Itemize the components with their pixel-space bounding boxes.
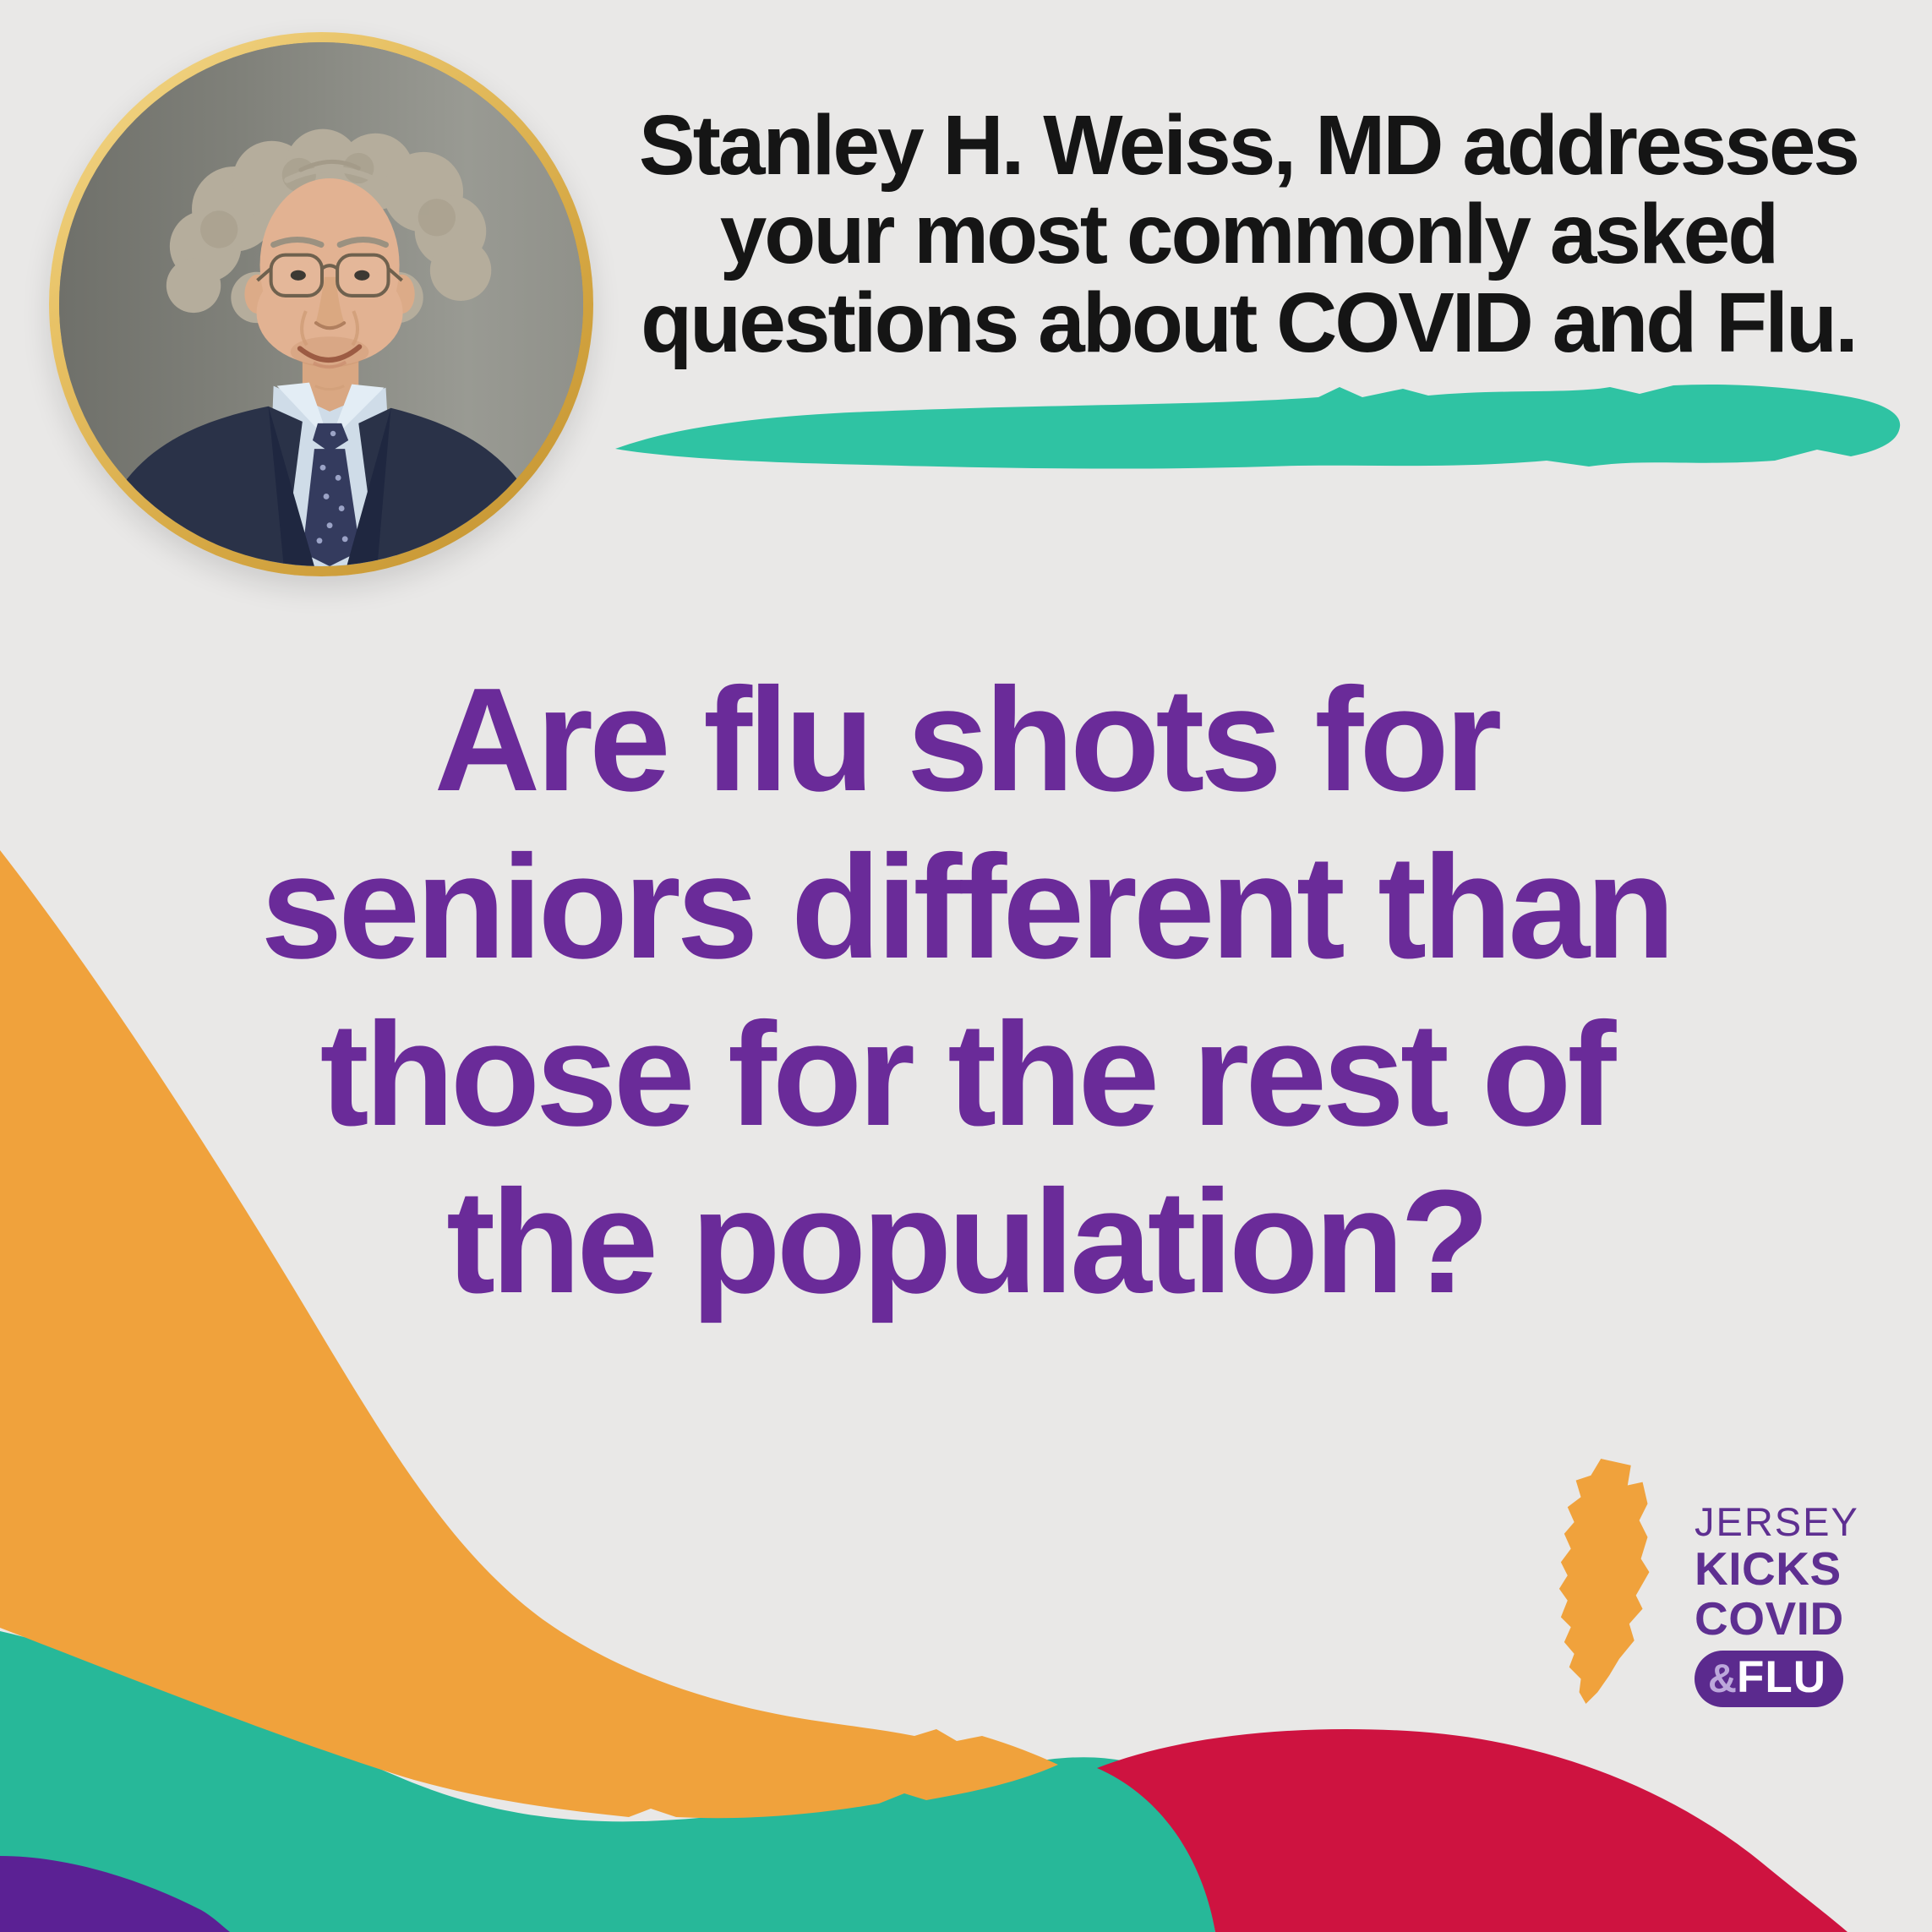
hair-wisp [284, 166, 375, 183]
orange-blob-shape [0, 850, 1058, 1819]
header-text: Stanley H. Weiss, MD addresses your most… [627, 101, 1869, 368]
doctor-portrait-illustration [59, 42, 583, 566]
logo-text: JERSEY KICKS COVID & FLU [1695, 1502, 1859, 1707]
portrait-gold-ring [49, 32, 593, 576]
logo-flu-pill: & FLU [1695, 1651, 1843, 1707]
logo-word-flu: FLU [1736, 1652, 1826, 1702]
question-line: seniors different than [260, 824, 1676, 989]
shirt-collar-left [276, 382, 330, 443]
question-text: Are flu shots for seniors different than… [0, 656, 1932, 1325]
portrait-photo [59, 42, 583, 566]
teal-blob-shape [0, 1631, 1215, 1932]
glasses-icon [256, 253, 403, 297]
jersey-kicks-covid-flu-logo: JERSEY KICKS COVID & FLU [1549, 1455, 1859, 1707]
logo-word-covid: COVID [1695, 1592, 1844, 1645]
logo-word-jersey: JERSEY [1695, 1499, 1859, 1545]
logo-word-kicks: KICKS [1695, 1542, 1842, 1595]
header-line: Stanley H. Weiss, MD addresses [638, 98, 1860, 193]
tie [302, 423, 361, 566]
question-line: those for the rest of [319, 991, 1617, 1156]
new-jersey-state-icon [1558, 1458, 1650, 1705]
logo-ampersand: & [1708, 1656, 1737, 1700]
question-line: the population? [446, 1159, 1490, 1323]
hair-wisp [298, 159, 361, 172]
question-line: Are flu shots for [434, 657, 1503, 821]
red-blob-shape [1097, 1728, 1847, 1932]
header-line: your most commonly asked [719, 187, 1780, 281]
header-line: questions about COVID and Flu. [641, 276, 1858, 370]
underline-brush [615, 384, 1901, 469]
purple-corner-shape [0, 1856, 230, 1932]
